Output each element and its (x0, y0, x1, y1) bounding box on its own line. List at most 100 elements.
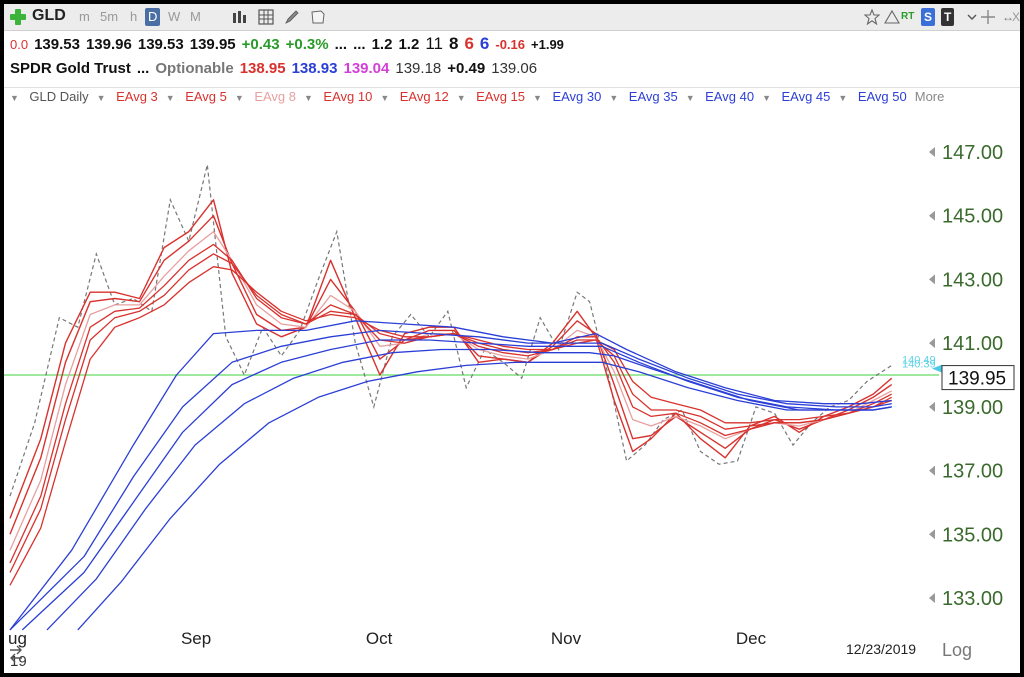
chart-window: GLD m 5m h D W M RT S T (4, 4, 1020, 673)
quote-v2: 1.2 (398, 36, 420, 53)
chevron-down-icon: ▼ (762, 93, 774, 103)
indicator-label: EAvg 12 (399, 89, 449, 104)
indicator-8[interactable]: ▼ EAvg 35 (609, 89, 677, 104)
indicator-label: EAvg 3 (116, 89, 158, 104)
quote-n6-blue: 6 (479, 34, 490, 53)
marker-arrow (932, 364, 942, 373)
pencil-icon[interactable] (284, 9, 300, 25)
chevron-down-icon: ▼ (234, 93, 247, 103)
symbol-field[interactable]: GLD (32, 7, 66, 24)
indicator-label: EAvg 40 (705, 89, 755, 104)
quote-close: 139.95 (189, 36, 236, 53)
y-tick-label: 147.00 (942, 142, 1003, 164)
quote-high: 139.96 (85, 36, 132, 53)
chevron-down-icon: ▼ (10, 93, 22, 103)
y-tick-arrow (929, 274, 935, 285)
indicator-4[interactable]: ▼ EAvg 10 (304, 89, 372, 104)
indicator-0[interactable]: ▼ GLD Daily (10, 89, 89, 104)
series-line-eavg-5 (9, 215, 893, 535)
y-tick-arrow (929, 338, 935, 349)
chevron-down-icon[interactable] (964, 9, 980, 25)
move-icon[interactable] (980, 9, 996, 25)
chevron-down-icon: ▼ (165, 93, 178, 103)
y-tick-label: 143.00 (942, 269, 1003, 291)
y-tick-label: 139.00 (942, 397, 1003, 419)
price-chart[interactable]: 147.00 145.00 143.00 141.00 139.00 137.00 135.… (4, 4, 1020, 673)
magenta-value: 139.04 (343, 60, 390, 77)
last-price-box (941, 365, 1015, 391)
quote-n8: 8 (448, 34, 459, 53)
timeframe-monthly[interactable]: M (190, 9, 201, 24)
chevron-down-icon: ▼ (685, 93, 698, 103)
series-line-eavg-8 (9, 230, 892, 551)
date-label: 12/23/2019 (846, 641, 916, 657)
quote-dots-2: ... (353, 36, 366, 53)
indicator-6[interactable]: ▼ EAvg 15 (457, 89, 525, 104)
timeframe-m[interactable]: m (79, 9, 90, 24)
x-year-label: 19 (10, 653, 27, 670)
x-month-label: Oct (366, 629, 393, 648)
price-line (9, 164, 893, 497)
security-name: SPDR Gold Trust (10, 60, 131, 77)
quote-v1: 1.2 (371, 36, 393, 53)
quote-first: 0.0 (10, 37, 29, 52)
y-tick-arrow (929, 465, 935, 476)
note-icon[interactable] (310, 9, 326, 25)
chevron-down-icon: ▼ (456, 93, 469, 103)
indicator-9[interactable]: ▼ EAvg 40 (686, 89, 754, 104)
indicator-10[interactable]: ▼ EAvg 45 (762, 89, 830, 104)
quote-row: 0.0 139.53 139.96 139.53 139.95 +0.43 +0.3%...… (10, 34, 570, 54)
indicator-label: EAvg 8 (254, 89, 296, 104)
timeframe-w[interactable]: W (168, 9, 181, 24)
last-price-label: 139.95 (948, 369, 1006, 390)
indicator-label: EAvg 15 (476, 89, 526, 104)
timeframe-h[interactable]: h (130, 9, 138, 24)
chevron-down-icon: ▼ (838, 93, 850, 103)
realtime-badge[interactable]: RT (901, 11, 915, 22)
y-tick-label: 141.00 (942, 333, 1003, 355)
optionable-label: Optionable (155, 60, 234, 77)
bar-chart-icon[interactable] (232, 9, 248, 25)
bid-value: 138.95 (239, 60, 286, 77)
indicator-label: EAvg 35 (628, 89, 678, 104)
quote-n6-red: 6 (464, 34, 474, 53)
indicator-1[interactable]: ▼ EAvg 3 (97, 89, 158, 104)
y-tick-label: 135.00 (942, 524, 1003, 546)
indicator-label: EAvg 5 (185, 89, 227, 104)
indicator-12[interactable]: More (915, 89, 945, 104)
info-p4: 139.18 (395, 60, 442, 77)
x-month-label: Sep (181, 629, 211, 648)
t-badge[interactable]: T (941, 8, 955, 26)
indicator-label: EAvg 50 (857, 89, 907, 104)
swap-arrows-icon (10, 645, 22, 663)
s-badge[interactable]: S (921, 8, 936, 26)
indicator-label: More (914, 89, 945, 104)
grid-settings-icon[interactable] (258, 9, 274, 25)
chevron-down-icon: ▼ (380, 93, 392, 103)
marker-upper-label: 140.49 (902, 354, 936, 366)
indicator-11[interactable]: ▼ EAvg 50 (838, 89, 906, 104)
indicator-5[interactable]: ▼ EAvg 12 (380, 89, 448, 104)
log-scale-label[interactable]: Log (942, 640, 972, 660)
indicator-3[interactable]: ▼ EAvg 8 (235, 89, 296, 104)
timeframe-5m[interactable]: 5m (100, 9, 119, 24)
series-line-eavg-40 (21, 339, 892, 631)
link-icon[interactable]: ↔ (1002, 10, 1014, 24)
indicator-2[interactable]: ▼ EAvg 5 (166, 89, 227, 104)
star-icon[interactable] (864, 9, 880, 25)
series-line-eavg-10 (9, 243, 892, 564)
quote-dots-1: ... (334, 36, 348, 53)
quote-n11: 11 (425, 34, 443, 53)
close-button[interactable]: X (1012, 10, 1020, 24)
alert-triangle-icon[interactable] (884, 9, 900, 25)
x-month-label: Nov (551, 629, 582, 648)
y-tick-arrow (929, 210, 935, 221)
ask-value: 138.93 (291, 60, 338, 77)
series-line-eavg-15 (9, 266, 892, 586)
add-symbol-icon[interactable] (10, 9, 26, 25)
timeframe-d[interactable]: D (145, 8, 161, 26)
indicator-7[interactable]: ▼ EAvg 30 (533, 89, 601, 104)
quote-change: +0.43 (241, 36, 280, 53)
toolbar: GLD m 5m h D W M RT S T (4, 4, 1020, 31)
info-p5: 139.06 (491, 60, 538, 77)
